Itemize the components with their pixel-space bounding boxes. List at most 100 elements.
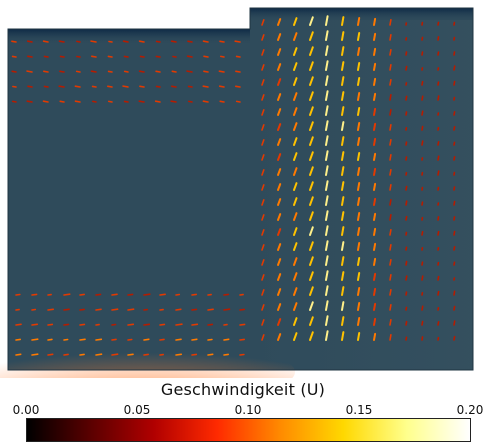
velocity-arrow: [80, 324, 84, 325]
velocity-arrow: [172, 71, 176, 72]
velocity-arrow: [144, 354, 148, 355]
velocity-arrow: [342, 167, 343, 175]
velocity-arrow: [160, 339, 164, 340]
velocity-arrow: [390, 20, 391, 25]
velocity-arrow: [240, 355, 244, 356]
velocity-arrow: [171, 101, 176, 102]
velocity-arrow: [358, 258, 359, 265]
velocity-arrow: [240, 324, 245, 325]
velocity-arrow: [44, 101, 49, 102]
velocity-arrow: [189, 86, 192, 87]
velocity-arrow: [374, 319, 375, 325]
velocity-arrow: [422, 82, 423, 85]
velocity-arrow: [454, 157, 455, 160]
velocity-arrow: [438, 171, 439, 175]
velocity-arrow: [358, 288, 359, 295]
velocity-arrow: [60, 101, 64, 102]
velocity-arrow: [28, 56, 32, 57]
velocity-arrow: [422, 322, 423, 325]
velocity-arrow: [48, 324, 52, 325]
velocity-arrow: [454, 52, 455, 55]
velocity-arrow: [140, 86, 144, 87]
velocity-arrow: [176, 295, 179, 296]
velocity-arrow: [125, 71, 128, 72]
velocity-arrow: [454, 217, 455, 220]
velocity-arrow: [140, 41, 144, 42]
velocity-arrow: [128, 340, 132, 341]
velocity-arrow: [220, 41, 224, 42]
velocity-arrow: [93, 86, 96, 87]
velocity-arrow: [390, 230, 391, 235]
velocity-arrow: [390, 80, 391, 85]
velocity-arrow: [219, 71, 224, 72]
velocity-arrow: [96, 339, 101, 340]
velocity-arrow: [374, 154, 375, 160]
velocity-arrow: [454, 321, 455, 325]
velocity-arrow: [454, 187, 455, 190]
velocity-arrow: [406, 96, 407, 100]
velocity-arrow: [156, 56, 160, 57]
velocity-arrow: [141, 56, 145, 57]
velocity-arrow: [235, 41, 240, 42]
velocity-arrow: [91, 41, 96, 42]
velocity-arrow: [77, 57, 80, 58]
velocity-arrow: [224, 339, 229, 340]
velocity-arrow: [358, 198, 359, 205]
velocity-arrow: [236, 86, 240, 87]
velocity-arrow: [422, 52, 423, 55]
velocity-arrow: [422, 111, 423, 115]
velocity-arrow: [390, 35, 391, 40]
velocity-arrow: [406, 262, 407, 265]
velocity-arrow: [358, 318, 359, 325]
velocity-arrow: [237, 101, 240, 102]
velocity-arrow: [406, 157, 407, 160]
velocity-arrow: [220, 101, 224, 102]
velocity-arrow: [438, 37, 439, 40]
velocity-arrow: [438, 292, 439, 295]
velocity-arrow: [208, 354, 213, 355]
velocity-arrow: [75, 86, 80, 87]
velocity-arrow: [60, 41, 65, 42]
velocity-arrow: [358, 93, 359, 100]
velocity-arrow: [188, 56, 192, 57]
velocity-arrow: [374, 214, 375, 220]
velocity-arrow: [358, 168, 359, 175]
velocity-arrow: [454, 262, 455, 265]
velocity-arrow: [109, 42, 112, 43]
velocity-arrow: [48, 354, 53, 355]
velocity-arrow: [173, 57, 176, 58]
colorbar-tick-0: 0.00: [13, 403, 40, 417]
velocity-arrow: [390, 215, 391, 220]
velocity-arrow: [189, 101, 192, 102]
velocity-arrow: [157, 41, 160, 42]
velocity-arrow: [48, 309, 53, 310]
velocity-arrow: [406, 142, 407, 145]
velocity-arrow: [28, 86, 32, 87]
velocity-arrow: [390, 200, 391, 205]
velocity-arrow: [342, 272, 343, 280]
velocity-arrow: [144, 339, 149, 340]
velocity-arrow: [422, 306, 423, 310]
velocity-arrow: [125, 56, 129, 57]
velocity-arrow: [220, 86, 224, 87]
velocity-arrow: [224, 354, 228, 355]
velocity-field-canvas: [0, 0, 486, 378]
velocity-arrow: [32, 294, 37, 295]
velocity-arrow: [454, 202, 455, 205]
colorbar-tick-1: 0.05: [124, 403, 151, 417]
velocity-arrow: [128, 324, 133, 325]
velocity-arrow: [342, 332, 343, 340]
velocity-arrow: [406, 276, 407, 280]
velocity-arrow: [406, 67, 407, 70]
velocity-arrow: [358, 123, 359, 130]
velocity-arrow: [32, 324, 37, 325]
velocity-arrow: [438, 52, 439, 55]
velocity-arrow: [390, 320, 391, 325]
velocity-arrow: [390, 50, 391, 55]
velocity-arrow: [204, 41, 209, 42]
velocity-arrow: [342, 317, 343, 325]
velocity-arrow: [438, 142, 439, 145]
velocity-arrow: [109, 101, 112, 102]
velocity-arrow: [406, 52, 407, 55]
velocity-arrow: [406, 201, 407, 205]
